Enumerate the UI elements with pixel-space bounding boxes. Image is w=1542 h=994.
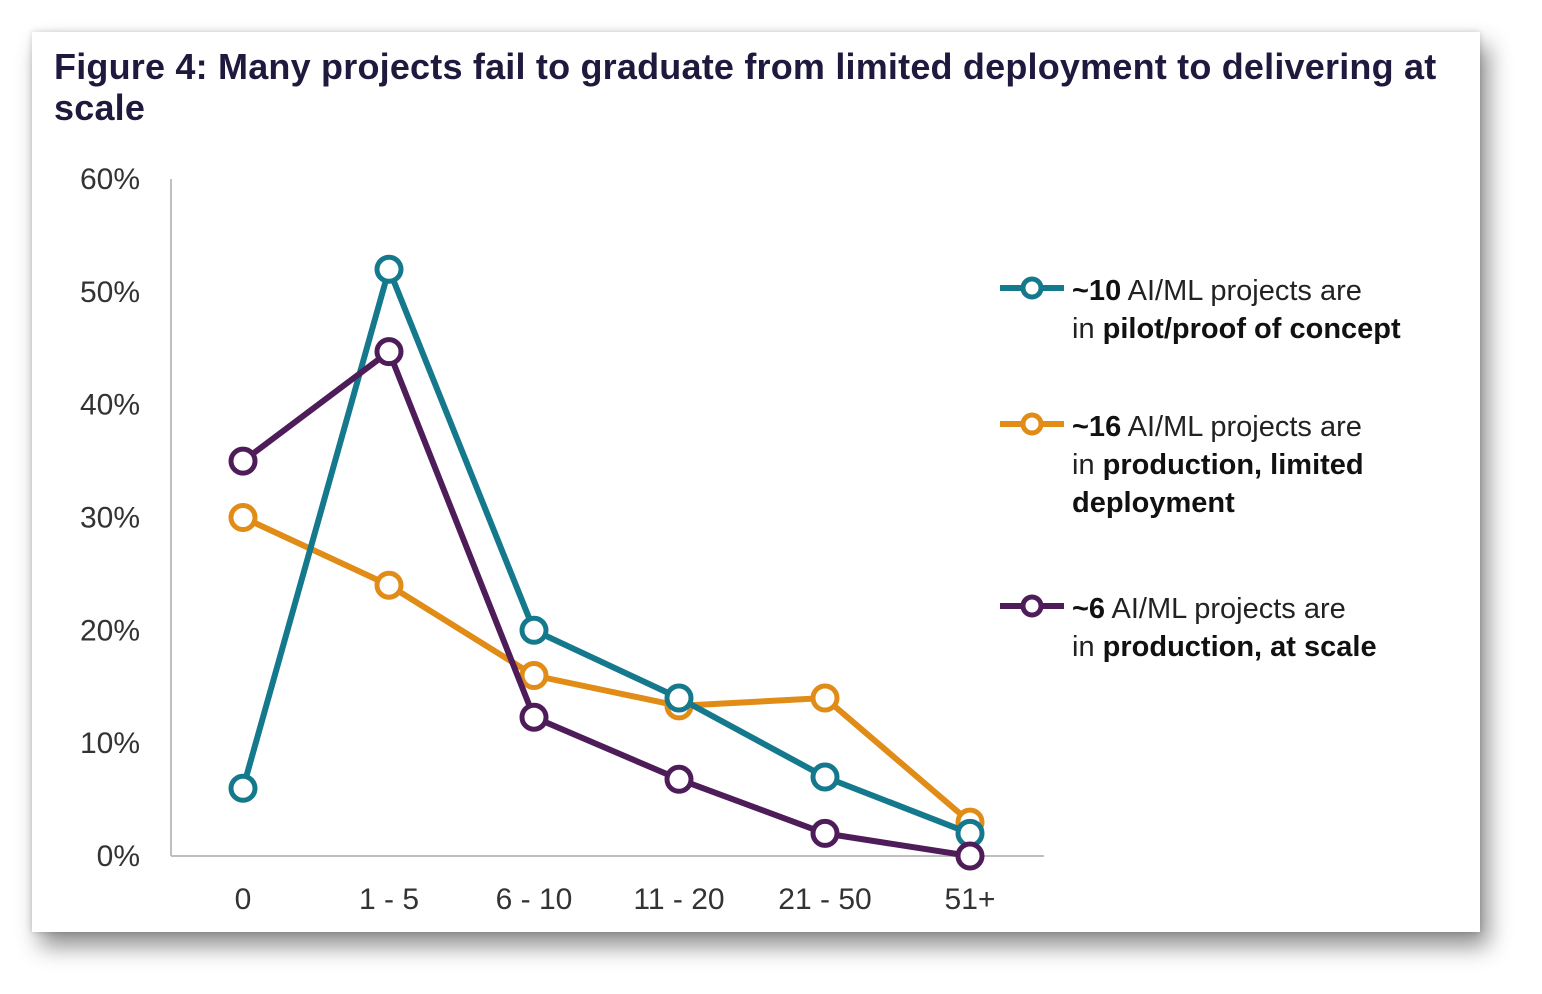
y-tick-label: 30% [80,502,140,535]
legend-swatch-limited [1000,412,1064,436]
legend: ~10 AI/ML projects are in pilot/proof of… [998,272,1458,726]
data-point [955,841,985,871]
y-tick-label: 50% [80,276,140,309]
data-point [374,337,404,367]
y-tick-label: 10% [80,727,140,760]
series-line [240,514,973,826]
data-point [664,764,694,794]
legend-item-pilot: ~10 AI/ML projects are in pilot/proof of… [998,272,1458,372]
data-point [519,615,549,645]
y-tick-label: 20% [80,614,140,647]
x-tick-label: 51+ [945,883,996,916]
legend-swatch-scale [1000,594,1064,618]
data-point [519,702,549,732]
x-tick-label: 21 - 50 [778,883,871,916]
data-point [228,503,258,532]
data-point [374,254,404,284]
legend-item-scale: ~6 AI/ML projects are in production, at … [998,590,1458,690]
x-tick-label: 6 - 10 [496,883,573,916]
legend-label-pilot: ~10 AI/ML projects are in pilot/proof of… [1072,275,1401,345]
data-point [810,818,840,848]
series-line [240,266,973,837]
data-point [664,683,694,713]
line-chart: 0% 10% 20% 30% 40% 50% 60% 0 1 - 5 6 - 10 11 - 20 2… [80,163,1044,916]
x-tick-label: 0 [235,883,252,916]
y-tick-label: 0% [97,840,140,873]
x-tick-label: 1 - 5 [359,883,419,916]
series-line [240,348,973,859]
y-tick-label: 40% [80,389,140,422]
legend-swatch-pilot [1000,276,1064,300]
chart-title: Figure 4: Many projects fail to graduate… [54,46,1437,128]
legend-label-scale: ~6 AI/ML projects are in production, at … [1072,593,1377,663]
x-tick-label: 11 - 20 [633,883,724,916]
legend-item-limited: ~16 AI/ML projects are in production, li… [998,408,1458,528]
figure-card: Figure 4: Many projects fail to graduate… [32,32,1480,932]
data-point [228,773,258,803]
y-tick-label: 60% [80,163,140,196]
legend-label-limited: ~16 AI/ML projects are in production, li… [1072,411,1364,519]
data-point [519,661,549,690]
data-point [374,570,404,600]
data-point [228,446,258,476]
data-point [810,683,840,713]
data-point [810,762,840,792]
